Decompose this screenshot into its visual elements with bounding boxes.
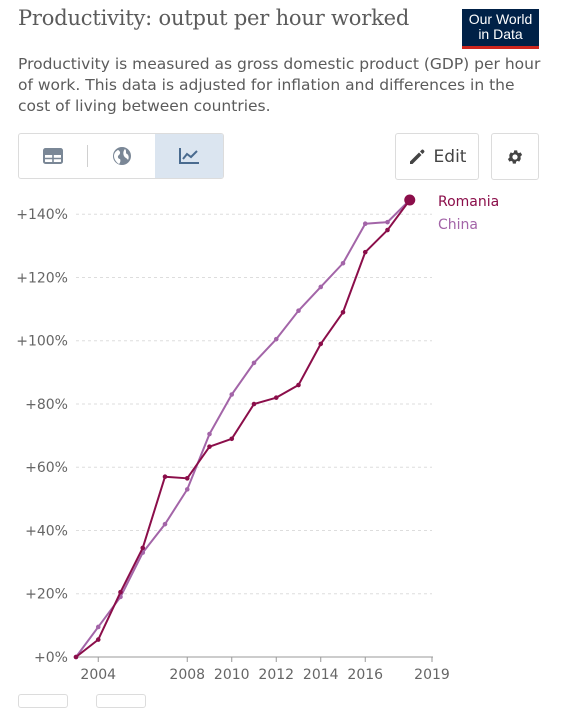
tab-map[interactable] [88,134,156,178]
y-tick-label: +140% [16,207,68,223]
tab-separator [86,145,88,167]
data-point-romania [73,654,79,660]
data-point-china [251,360,257,366]
y-axis-ticks: +0% +20% +40% +60% +80% +100% +120% +140% [16,207,68,666]
data-point-romania [162,474,168,480]
globe-icon [112,147,131,165]
tab-chart[interactable] [155,134,223,178]
data-point-romania [207,444,212,449]
data-point-romania [118,589,123,595]
view-tabs [18,133,224,179]
data-point-china [385,219,390,225]
data-point-china [184,487,190,492]
gear-icon [507,149,523,164]
y-tick-label: +40% [25,523,68,539]
data-point-romania [273,395,279,400]
series-lines [73,194,416,660]
data-point-romania [340,309,346,315]
owid-logo[interactable]: Our World in Data [462,9,539,49]
data-point-china [273,336,279,342]
data-point-china [296,308,301,313]
data-point-romania [184,476,190,481]
y-tick-label: +0% [34,650,68,666]
x-tick-label: 2014 [303,667,339,683]
data-point-romania [318,341,324,347]
series-line-romania [75,199,411,658]
y-tick-label: +120% [16,270,68,286]
chart-title: Productivity: output per hour worked [18,6,410,30]
x-tick-label: 2012 [258,667,294,683]
data-point-romania [229,436,235,442]
data-point-romania [296,382,301,388]
series-label-china[interactable]: China [438,217,478,233]
data-point-china [162,521,168,527]
pencil-icon [409,149,424,164]
table-icon [42,148,63,164]
x-axis-ticks: 2004 2008 2010 2012 2014 2016 2019 [76,656,450,683]
chart-subtitle: Productivity is measured as gross domest… [18,55,541,115]
edit-button-label: Edit [433,146,467,167]
logo-line-2: in Data [478,26,523,42]
series-label-romania[interactable]: Romania [438,194,499,210]
x-tick-label: 2010 [214,667,250,683]
data-point-romania [362,249,368,255]
y-tick-label: +100% [16,334,68,350]
grid-lines [76,213,432,595]
data-point-china [207,431,212,437]
data-point-romania [251,401,257,407]
x-tick-label: 2019 [414,667,450,683]
data-point-romania [95,637,101,642]
data-point-romania [140,545,146,551]
data-point-romania [385,227,390,233]
logo-line-1: Our World [468,11,533,27]
line-chart-icon [179,148,200,164]
data-point-china [95,624,101,630]
footer-tab-right[interactable] [96,694,146,708]
series-line-china [75,199,411,658]
data-point-china [318,284,324,290]
y-tick-label: +60% [25,460,68,476]
x-tick-label: 2016 [347,667,383,683]
y-tick-label: +20% [25,587,68,603]
tab-table[interactable] [19,134,87,178]
x-tick-label: 2008 [169,667,205,683]
edit-button[interactable]: Edit [395,133,479,180]
y-tick-label: +80% [25,397,68,413]
data-point-china [362,221,368,227]
footer-tab-left[interactable] [18,694,68,708]
data-point-china [340,260,346,266]
data-point-romania [404,194,416,206]
settings-button[interactable] [491,133,539,180]
x-tick-label: 2004 [80,667,116,683]
series-labels: Romania China [438,194,499,233]
data-point-china [229,392,235,397]
